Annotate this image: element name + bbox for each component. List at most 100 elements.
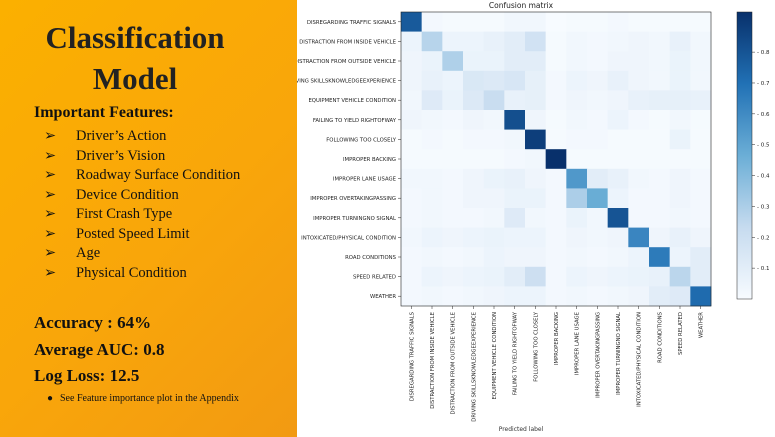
heatmap-cell [442,129,464,150]
heatmap-cell [669,286,691,307]
column-label: DRIVING SKILLSKNOWLEDGEEXPERIENCE [471,311,477,421]
feature-label: Age [76,245,101,261]
heatmap-cell [483,247,505,268]
heatmap-cell [545,90,567,111]
heatmap-cell [401,31,422,52]
heatmap-cell [442,168,464,189]
heatmap-cell [421,51,443,72]
heatmap-cell [421,188,443,209]
heatmap-cell [649,149,670,170]
heatmap-cell [401,266,422,287]
heatmap-cell [545,266,567,287]
heatmap-cell [607,12,629,32]
colorbar-tick-label: - 0.6 [757,112,770,118]
heatmap-cell [525,188,546,209]
heatmap-cell [649,31,670,52]
heatmap-cell [421,90,443,111]
heatmap-cell [669,110,691,130]
row-label: EQUIPMENT VEHICLE CONDITION [308,98,396,104]
heatmap-cell [525,90,546,111]
heatmap-cell [566,51,588,72]
heatmap-cell [421,70,443,91]
heatmap-cell [504,168,526,189]
heatmap-cell [504,129,526,150]
dot-bullet-icon: ● [47,393,54,404]
heatmap-cell [690,31,712,52]
heatmap-cell [463,188,484,209]
feature-item: ➢ Age [44,244,284,264]
heatmap-cell [649,51,670,72]
heatmap-cell [442,266,464,287]
arrow-bullet-icon: ➢ [44,225,57,242]
heatmap-cell [587,208,608,228]
heatmap-cell [525,51,546,72]
heatmap-cell [401,188,422,209]
heatmap-cell [483,208,505,228]
row-label: DISTRACTION FROM INSIDE VEHICLE [299,39,396,45]
heatmap-cell [483,90,505,111]
heatmap-cell [504,31,526,52]
heatmap-cell [628,149,650,170]
heatmap-cell [690,90,712,111]
heatmap-cell [607,208,629,228]
column-label: IMPROPER BACKING [554,312,560,365]
row-label: IMPROPER BACKING [343,157,396,163]
heatmap-cell [690,149,712,170]
heatmap-cell [463,208,484,228]
heatmap-cell [442,188,464,209]
heatmap-cell [669,168,691,189]
row-label: DISTRACTION FROM OUTSIDE VEHICLE [297,59,397,65]
heatmap-cell [628,168,650,189]
heatmap-cell [421,129,443,150]
feature-label: Driver’s Vision [76,147,166,164]
heatmap-cells [401,12,712,307]
colorbar-tick-label: - 0.3 [757,204,770,210]
heatmap-cell [483,12,505,32]
heatmap-cell [649,90,670,111]
heatmap-cell [483,31,505,52]
heatmap-cell [442,208,464,228]
heatmap-cell [628,286,650,307]
heatmap-cell [690,247,712,268]
heatmap-cell [504,286,526,307]
heatmap-cell [545,51,567,72]
heatmap-cell [649,129,670,150]
heatmap-cell [669,31,691,52]
heatmap-cell [504,12,526,32]
colorbar [736,11,753,300]
heatmap-cell [649,168,670,189]
accuracy-metric: Accuracy : 64% [34,313,152,332]
heatmap-cell [421,286,443,307]
heatmap-cell [607,70,629,91]
heatmap-cell [545,70,567,91]
heatmap-cell [525,149,546,170]
heatmap-cell [483,168,505,189]
heatmap-cell [566,70,588,91]
heatmap-cell [504,90,526,111]
heatmap-cell [483,149,505,170]
heatmap-cell [566,168,588,189]
colorbar-tick-label: - 0.7 [757,81,770,87]
arrow-bullet-icon: ➢ [44,167,57,183]
heatmap-cell [401,90,422,111]
heatmap-cell [463,247,484,268]
heatmap-cell [545,286,567,307]
colorbar-tick-label: - 0.5 [757,143,770,149]
heatmap-cell [401,227,422,248]
heatmap-cell [442,149,464,170]
heatmap-cell [504,208,526,228]
heatmap-cell [669,129,691,150]
heatmap-cell [483,286,505,307]
row-label: FOLLOWING TOO CLOSELY [326,137,396,143]
feature-item: ➢ Roadway Surface Condition [44,166,284,186]
heatmap-cell [545,12,567,32]
heatmap-cell [690,188,712,209]
heatmap-cell [690,129,712,150]
heatmap-cell [463,110,484,130]
heatmap-cell [566,188,588,209]
features-list: ➢ Driver’s Action ➢ Driver’s Vision ➢ Roadw… [44,127,284,283]
heatmap-cell [649,208,670,228]
heatmap-cell [628,266,650,287]
heatmap-cell [669,266,691,287]
heatmap-cell [587,129,608,150]
